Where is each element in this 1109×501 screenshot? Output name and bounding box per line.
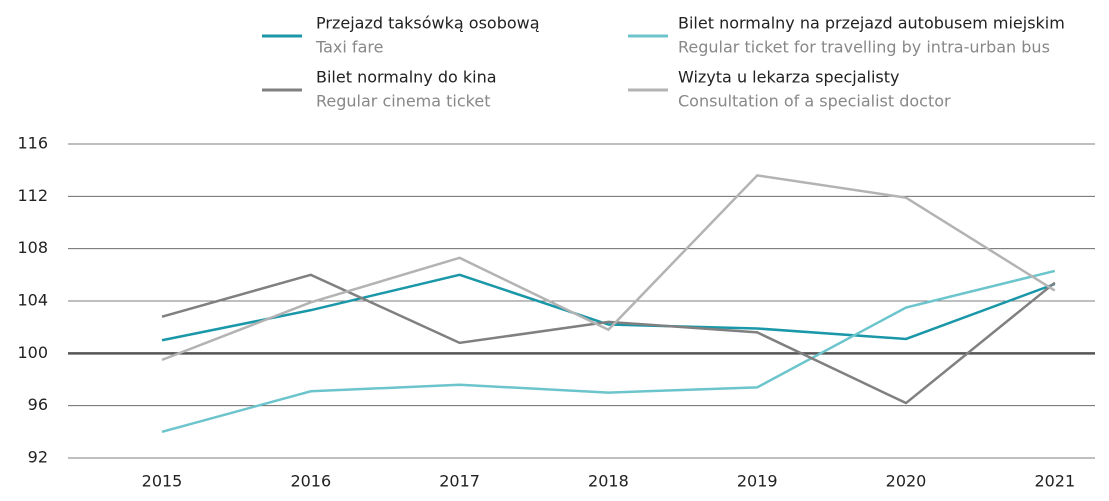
x-tick-label: 2019 (737, 472, 778, 491)
x-tick-label: 2020 (886, 472, 927, 491)
x-tick-label: 2015 (142, 472, 183, 491)
y-tick-label: 92 (28, 448, 48, 467)
legend-label: Wizyta u lekarza specjalisty (678, 68, 899, 87)
y-tick-label: 96 (28, 395, 48, 414)
series-line (161, 273, 1056, 342)
series-line (161, 174, 1056, 362)
y-tick-label: 100 (17, 343, 48, 362)
series-line (161, 273, 1056, 405)
x-tick-label: 2018 (588, 472, 629, 491)
legend-sublabel: Regular ticket for travelling by intra-u… (678, 38, 1050, 57)
legend-label: Przejazd taksówką osobową (316, 14, 540, 33)
y-tick-label: 116 (17, 134, 48, 153)
x-tick-label: 2016 (290, 472, 331, 491)
legend-sublabel: Taxi fare (315, 38, 383, 57)
y-tick-label: 108 (17, 238, 48, 257)
legend-sublabel: Consultation of a specialist doctor (678, 92, 951, 111)
y-tick-label: 112 (17, 186, 48, 205)
legend-label: Bilet normalny do kina (316, 68, 497, 87)
x-tick-label: 2017 (439, 472, 480, 491)
series-line (161, 269, 1056, 434)
legend-sublabel: Regular cinema ticket (316, 92, 490, 111)
legend-label: Bilet normalny na przejazd autobusem mie… (678, 14, 1065, 33)
y-tick-label: 104 (17, 291, 48, 310)
x-tick-label: 2021 (1034, 472, 1075, 491)
